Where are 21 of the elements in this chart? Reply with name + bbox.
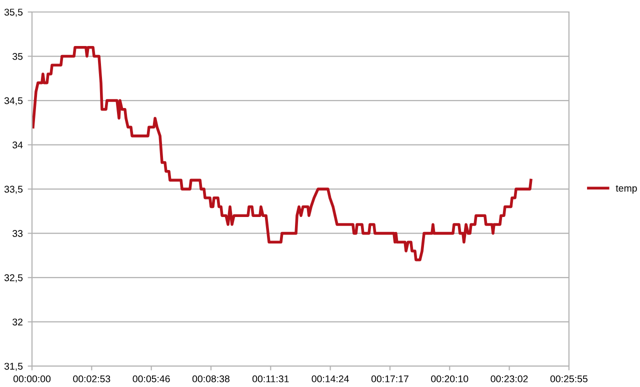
y-tick-label: 34,5	[4, 97, 23, 106]
y-tick-label: 33,5	[4, 186, 23, 194]
x-tick-label: 00:00:00	[13, 375, 51, 382]
x-tick-label: 00:02:53	[73, 375, 110, 382]
x-tick-label: 00:25:55	[550, 375, 588, 382]
y-tick-label: 35	[12, 52, 23, 60]
y-tick-label: 32	[12, 318, 22, 326]
y-tick-label: 35,5	[4, 8, 23, 17]
y-tick-label: 33	[12, 230, 23, 237]
legend-label: temp	[616, 185, 637, 194]
x-tick-label: 00:14:24	[312, 375, 349, 382]
y-tick-label: 31,5	[4, 362, 23, 371]
x-tick-label: 00:05:46	[132, 375, 170, 382]
line-series	[32, 46, 532, 262]
x-tick-label: 00:20:10	[431, 375, 468, 382]
x-tick-label: 00:11:31	[252, 375, 289, 382]
x-tick-label: 00:17:17	[371, 375, 408, 382]
x-tick-label: 00:08:38	[192, 375, 230, 382]
y-tick-label: 32,5	[4, 274, 23, 282]
x-tick-label: 00:23:02	[490, 375, 528, 382]
y-tick-label: 34	[12, 142, 23, 148]
